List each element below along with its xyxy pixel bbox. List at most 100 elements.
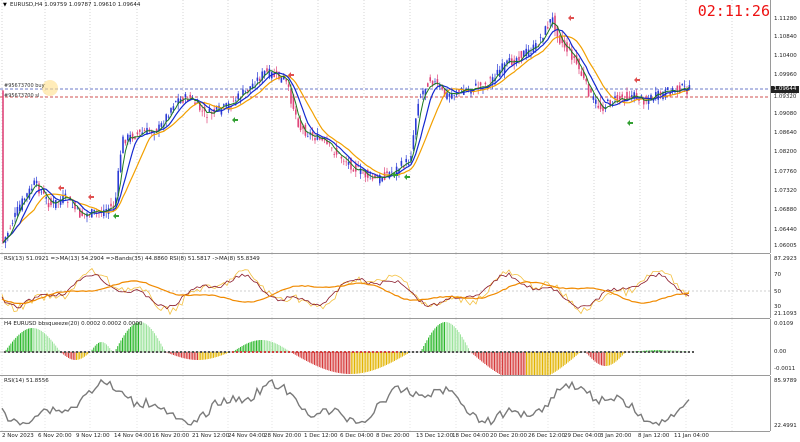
candle-body xyxy=(280,76,283,83)
time-label: 18 Dec 04:00 xyxy=(452,433,489,439)
squeeze-bar xyxy=(314,352,315,365)
squeeze-bar xyxy=(678,350,679,352)
candle-body xyxy=(28,188,31,199)
candle-body xyxy=(134,136,136,139)
squeeze-dot xyxy=(348,351,350,353)
candle-body xyxy=(515,57,518,63)
squeeze-bar xyxy=(122,337,123,352)
squeeze-dot xyxy=(16,351,18,353)
fast-moving-average xyxy=(2,22,690,244)
squeeze-bar xyxy=(280,345,281,352)
candle-body xyxy=(405,158,407,163)
candle-body xyxy=(55,199,57,208)
squeeze-bar xyxy=(489,352,491,368)
rsi-chart[interactable] xyxy=(0,254,770,318)
candle-body xyxy=(98,211,100,213)
candle-body xyxy=(201,110,203,112)
squeeze-dot xyxy=(412,351,414,353)
candle-body xyxy=(79,208,81,218)
candle-body xyxy=(431,80,434,86)
squeeze-dot xyxy=(536,351,538,353)
candle-body xyxy=(592,96,595,100)
squeeze-bar xyxy=(476,352,478,358)
candle-body xyxy=(451,93,453,99)
squeeze-dot xyxy=(496,351,498,353)
squeeze-bar xyxy=(96,344,98,352)
rsi14-chart[interactable] xyxy=(0,376,770,431)
candle-body xyxy=(21,198,23,211)
squeeze-bar xyxy=(662,350,663,352)
candle-body xyxy=(602,105,604,111)
order-sl-label[interactable]: #95673700 sl xyxy=(4,93,40,99)
squeeze-histogram[interactable] xyxy=(0,319,770,375)
squeeze-bar xyxy=(328,352,330,371)
squeeze-dot xyxy=(244,351,246,353)
squeeze-dot xyxy=(576,351,578,353)
squeeze-dot xyxy=(104,351,106,353)
candle-body xyxy=(141,132,143,135)
rsi14-indicator-pane[interactable]: RSI(14) 51.8556 xyxy=(0,376,770,432)
squeeze-dot xyxy=(288,351,290,353)
order-buy-label[interactable]: #95673700 buy xyxy=(4,83,45,89)
axis-label: 1.08200 xyxy=(774,149,797,155)
squeeze-axis[interactable]: 0.0109 0.00 -0.0011 xyxy=(770,319,800,375)
squeeze-bar xyxy=(155,335,157,352)
candle-body xyxy=(561,37,563,44)
squeeze-bar xyxy=(354,352,355,374)
squeeze-dot xyxy=(540,351,542,353)
squeeze-bar xyxy=(482,352,484,363)
server-clock: 02:11:26 xyxy=(697,2,770,20)
price-chart[interactable] xyxy=(0,0,770,253)
squeeze-bar xyxy=(50,339,52,352)
rsi-axis[interactable]: 87.2923 70 50 30 21.1093 xyxy=(770,254,800,318)
squeeze-dot xyxy=(88,351,90,353)
squeeze-bar xyxy=(599,352,601,365)
rsi14-axis[interactable]: 85.9789 22.4991 xyxy=(770,376,800,431)
candle-body xyxy=(489,77,491,79)
price-axis[interactable]: 1.112801.108401.104001.099601.095201.090… xyxy=(770,0,800,253)
squeeze-dot xyxy=(636,351,638,353)
trade-arrow-icon xyxy=(568,15,574,21)
squeeze-bar xyxy=(542,352,543,375)
candle-body xyxy=(590,88,592,93)
squeeze-bar xyxy=(342,352,344,374)
time-axis[interactable]: 2 Nov 2023 6 Nov 20:00 9 Nov 12:00 14 Nov 0… xyxy=(0,432,770,442)
squeeze-bar xyxy=(381,352,383,368)
squeeze-bar xyxy=(397,352,399,360)
candle-body xyxy=(151,130,153,133)
candle-body xyxy=(247,89,249,92)
squeeze-bar xyxy=(442,322,444,352)
time-label: 26 Dec 12:00 xyxy=(528,433,565,439)
squeeze-bar xyxy=(405,352,407,355)
squeeze-bar xyxy=(506,352,508,375)
candle-body xyxy=(506,60,508,64)
candle-body xyxy=(475,83,477,86)
candle-body xyxy=(436,79,439,85)
time-label: 28 Nov 20:00 xyxy=(264,433,302,439)
axis-label: 1.10840 xyxy=(774,34,797,40)
squeeze-bar xyxy=(310,352,312,364)
squeeze-bar xyxy=(21,331,23,352)
squeeze-bar xyxy=(572,352,574,359)
squeeze-bar xyxy=(275,343,277,352)
squeeze-dot xyxy=(420,351,422,353)
squeeze-dot xyxy=(392,351,394,353)
squeeze-bar xyxy=(85,352,87,356)
squeeze-bar xyxy=(40,330,42,352)
squeeze-dot xyxy=(424,351,426,353)
price-chart-pane[interactable]: ▼ EURUSD,H4 1.09759 1.09787 1.09610 1.09… xyxy=(0,0,770,254)
squeeze-bar xyxy=(251,341,253,352)
squeeze-dot xyxy=(168,351,170,353)
squeeze-bar xyxy=(460,334,461,352)
squeeze-bar xyxy=(607,352,609,366)
candle-body xyxy=(249,86,251,90)
squeeze-dot xyxy=(36,351,38,353)
squeeze-indicator-pane[interactable]: H4 EURUSD bbsqueeze(20) 0.0002 0.0002 0.… xyxy=(0,319,770,376)
rsi-indicator-pane[interactable]: RSI(13) 51.0921 =>MA(13) 54.2904 =>Bands… xyxy=(0,254,770,319)
axis-label: 1.09960 xyxy=(774,72,797,78)
chevron-down-icon[interactable]: ▼ xyxy=(3,2,7,8)
squeeze-dot xyxy=(232,351,234,353)
candle-body xyxy=(45,197,47,199)
squeeze-bar xyxy=(107,346,109,352)
squeeze-dot xyxy=(200,351,202,353)
